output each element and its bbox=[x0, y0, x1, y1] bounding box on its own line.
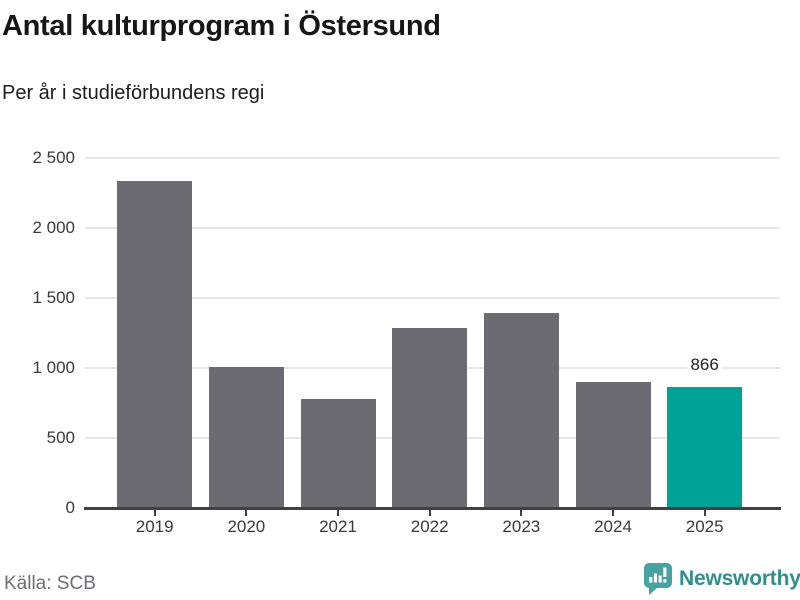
y-axis-label: 500 bbox=[46, 428, 75, 447]
axis-tick bbox=[520, 510, 523, 516]
axis-tick bbox=[428, 510, 431, 516]
source-text: Källa: SCB bbox=[4, 573, 96, 594]
x-axis-label: 2023 bbox=[502, 517, 541, 536]
bar bbox=[300, 398, 376, 508]
bar bbox=[392, 328, 468, 508]
y-axis-label: 1 000 bbox=[32, 358, 75, 377]
y-axis-label: 0 bbox=[65, 498, 75, 517]
x-axis-label: 2020 bbox=[227, 517, 266, 536]
bar bbox=[117, 181, 193, 508]
gridline bbox=[85, 157, 780, 159]
bar bbox=[483, 313, 559, 508]
data-label: 866 bbox=[686, 353, 723, 376]
chart-title: Antal kulturprogram i Östersund bbox=[2, 10, 441, 42]
bar bbox=[575, 382, 651, 508]
newsworthy-wordmark: Newsworthy bbox=[679, 567, 800, 590]
y-axis-label: 2 000 bbox=[32, 218, 75, 237]
axis-tick bbox=[153, 510, 156, 516]
chart-subtitle: Per år i studieförbundens regi bbox=[2, 82, 265, 104]
gridline bbox=[85, 227, 780, 229]
x-axis-label: 2019 bbox=[135, 517, 174, 536]
x-axis-label: 2022 bbox=[410, 517, 449, 536]
bar-highlighted bbox=[667, 386, 743, 508]
gridline bbox=[85, 297, 780, 299]
newsworthy-logo: Newsworthy bbox=[643, 562, 800, 596]
axis-tick bbox=[337, 510, 340, 516]
x-axis-line bbox=[84, 507, 781, 510]
axis-tick bbox=[703, 510, 706, 516]
newsworthy-icon bbox=[643, 562, 673, 596]
bar bbox=[208, 366, 284, 508]
axis-tick bbox=[612, 510, 614, 516]
x-axis-label: 2021 bbox=[319, 517, 357, 536]
y-axis-label: 2 500 bbox=[32, 148, 75, 167]
x-axis-label: 2024 bbox=[594, 517, 632, 536]
y-axis-label: 1 500 bbox=[32, 288, 75, 307]
x-axis-label: 2025 bbox=[685, 517, 724, 536]
axis-tick bbox=[245, 510, 248, 516]
